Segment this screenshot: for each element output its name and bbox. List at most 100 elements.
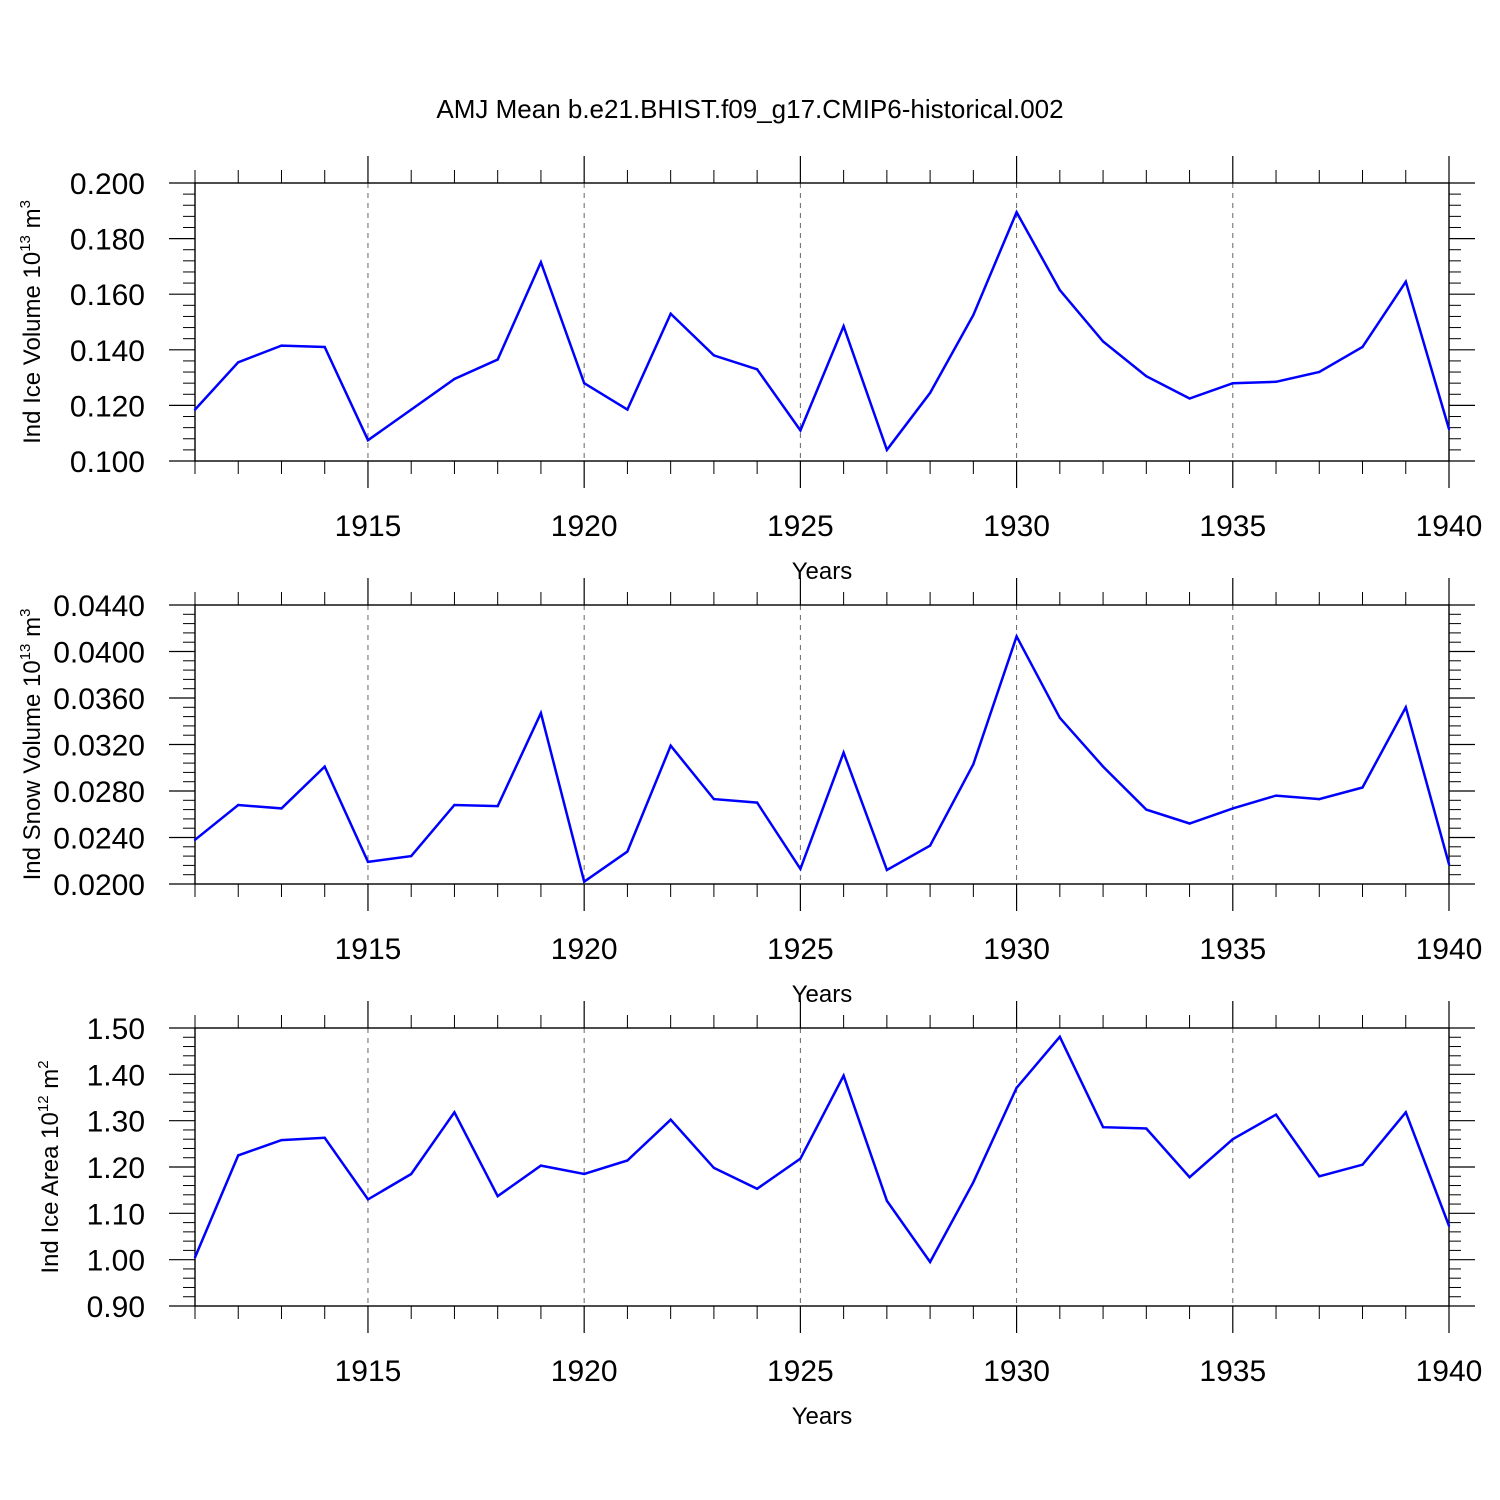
data-point <box>1015 1086 1018 1089</box>
y-tick-label: 0.0240 <box>53 823 145 856</box>
data-point <box>972 313 975 317</box>
data-point <box>755 368 759 371</box>
x-axis-title: Years <box>792 981 853 1008</box>
data-point <box>712 354 716 357</box>
x-tick-label: 1915 <box>335 933 402 966</box>
data-point <box>1188 822 1191 825</box>
data-point <box>928 1260 932 1264</box>
data-point <box>280 807 283 810</box>
data-point <box>1058 716 1062 719</box>
y-axis-title-exponent: 12 <box>35 1095 52 1112</box>
x-axis-title: Years <box>792 1403 853 1430</box>
data-point <box>1188 397 1191 400</box>
x-tick-label: 1925 <box>767 933 834 966</box>
data-point <box>1447 1224 1451 1228</box>
data-point <box>1188 1175 1191 1179</box>
data-point <box>712 1166 716 1170</box>
data-point <box>237 1154 240 1157</box>
data-point <box>193 838 197 842</box>
y-axis-title-unit-exponent: 2 <box>35 1060 52 1068</box>
x-tick-label: 1915 <box>335 510 402 543</box>
data-point <box>669 1118 672 1121</box>
y-axis-title-text: Ind Snow Volume 10 <box>19 660 46 880</box>
y-axis-title: Ind Snow Volume 1013 m3 <box>17 609 46 881</box>
data-point <box>842 324 845 328</box>
data-point <box>539 1164 543 1167</box>
y-axis-title-exponent: 13 <box>17 644 34 661</box>
data-point <box>193 408 197 411</box>
y-axis-title-text: Ind Ice Volume 10 <box>19 252 46 444</box>
x-tick-label: 1925 <box>767 510 834 543</box>
data-point <box>1404 280 1407 283</box>
y-tick-label: 0.200 <box>70 168 145 201</box>
x-tick-label: 1940 <box>1416 510 1483 543</box>
data-point <box>280 1138 283 1142</box>
x-tick-label: 1920 <box>551 933 618 966</box>
data-point <box>799 429 802 432</box>
data-point <box>1058 288 1062 292</box>
data-point <box>1404 1111 1407 1114</box>
panel-3: 0.90 1.00 1.10 1.20 1.30 1.40 1.50 1915 1920 1925… <box>35 1001 1482 1430</box>
y-tick-label: 1.00 <box>87 1245 145 1278</box>
data-point <box>237 361 240 364</box>
data-point <box>237 803 240 807</box>
data-point <box>755 801 759 804</box>
x-tick-label: 1930 <box>983 510 1050 543</box>
y-tick-label: 0.0280 <box>53 776 145 809</box>
y-tick-label: 0.0400 <box>53 637 145 670</box>
data-point <box>1015 635 1018 638</box>
data-point <box>1101 765 1105 768</box>
data-point <box>1058 1035 1062 1039</box>
data-point <box>1145 375 1148 378</box>
data-point <box>1101 1125 1105 1129</box>
data-point <box>1318 1175 1321 1178</box>
data-point <box>885 868 889 872</box>
x-tick-label: 1935 <box>1199 933 1266 966</box>
y-tick-label: 0.0200 <box>53 869 145 902</box>
x-tick-label: 1930 <box>983 1355 1050 1388</box>
data-point <box>496 1194 499 1198</box>
data-point <box>410 1172 413 1176</box>
y-axis-title-exponent: 13 <box>17 235 34 252</box>
series-line <box>193 1034 1451 1265</box>
data-point <box>755 1187 759 1190</box>
data-point <box>453 803 456 807</box>
data-point <box>885 1199 889 1203</box>
data-point <box>1318 797 1321 801</box>
data-point <box>972 1181 975 1184</box>
y-axis-title: Ind Ice Area 1012 m2 <box>35 1060 64 1273</box>
y-tick-label: 0.120 <box>70 390 145 423</box>
data-point <box>323 345 326 349</box>
y-tick-label: 1.50 <box>87 1013 145 1046</box>
data-point <box>626 408 629 411</box>
data-point <box>1101 340 1105 343</box>
data-point <box>972 763 975 766</box>
plot-frame <box>194 604 1450 885</box>
data-point <box>842 751 845 754</box>
data-point <box>582 381 586 385</box>
data-point <box>799 867 802 871</box>
chart-panels: 0.100 0.120 0.140 0.160 0.180 0.200 1915 1920 19… <box>17 156 1482 1430</box>
data-point <box>1145 1127 1148 1130</box>
data-point <box>842 1074 845 1077</box>
y-tick-label: 0.0440 <box>53 590 145 623</box>
plot-frame <box>194 1027 1450 1307</box>
x-tick-label: 1935 <box>1199 1355 1266 1388</box>
data-point <box>366 438 370 442</box>
data-point <box>453 377 456 381</box>
series-line <box>194 209 1451 453</box>
x-axis-title: Years <box>792 558 853 585</box>
series-line <box>194 633 1451 884</box>
data-point <box>582 1172 586 1176</box>
y-tick-label: 0.160 <box>70 279 145 312</box>
data-point <box>1318 370 1321 374</box>
data-point <box>496 358 499 361</box>
data-point <box>1361 786 1364 789</box>
y-tick-label: 1.30 <box>87 1106 145 1139</box>
data-point <box>712 797 716 801</box>
data-point <box>799 1157 802 1160</box>
data-point <box>1361 345 1364 349</box>
y-tick-label: 0.90 <box>87 1291 145 1324</box>
